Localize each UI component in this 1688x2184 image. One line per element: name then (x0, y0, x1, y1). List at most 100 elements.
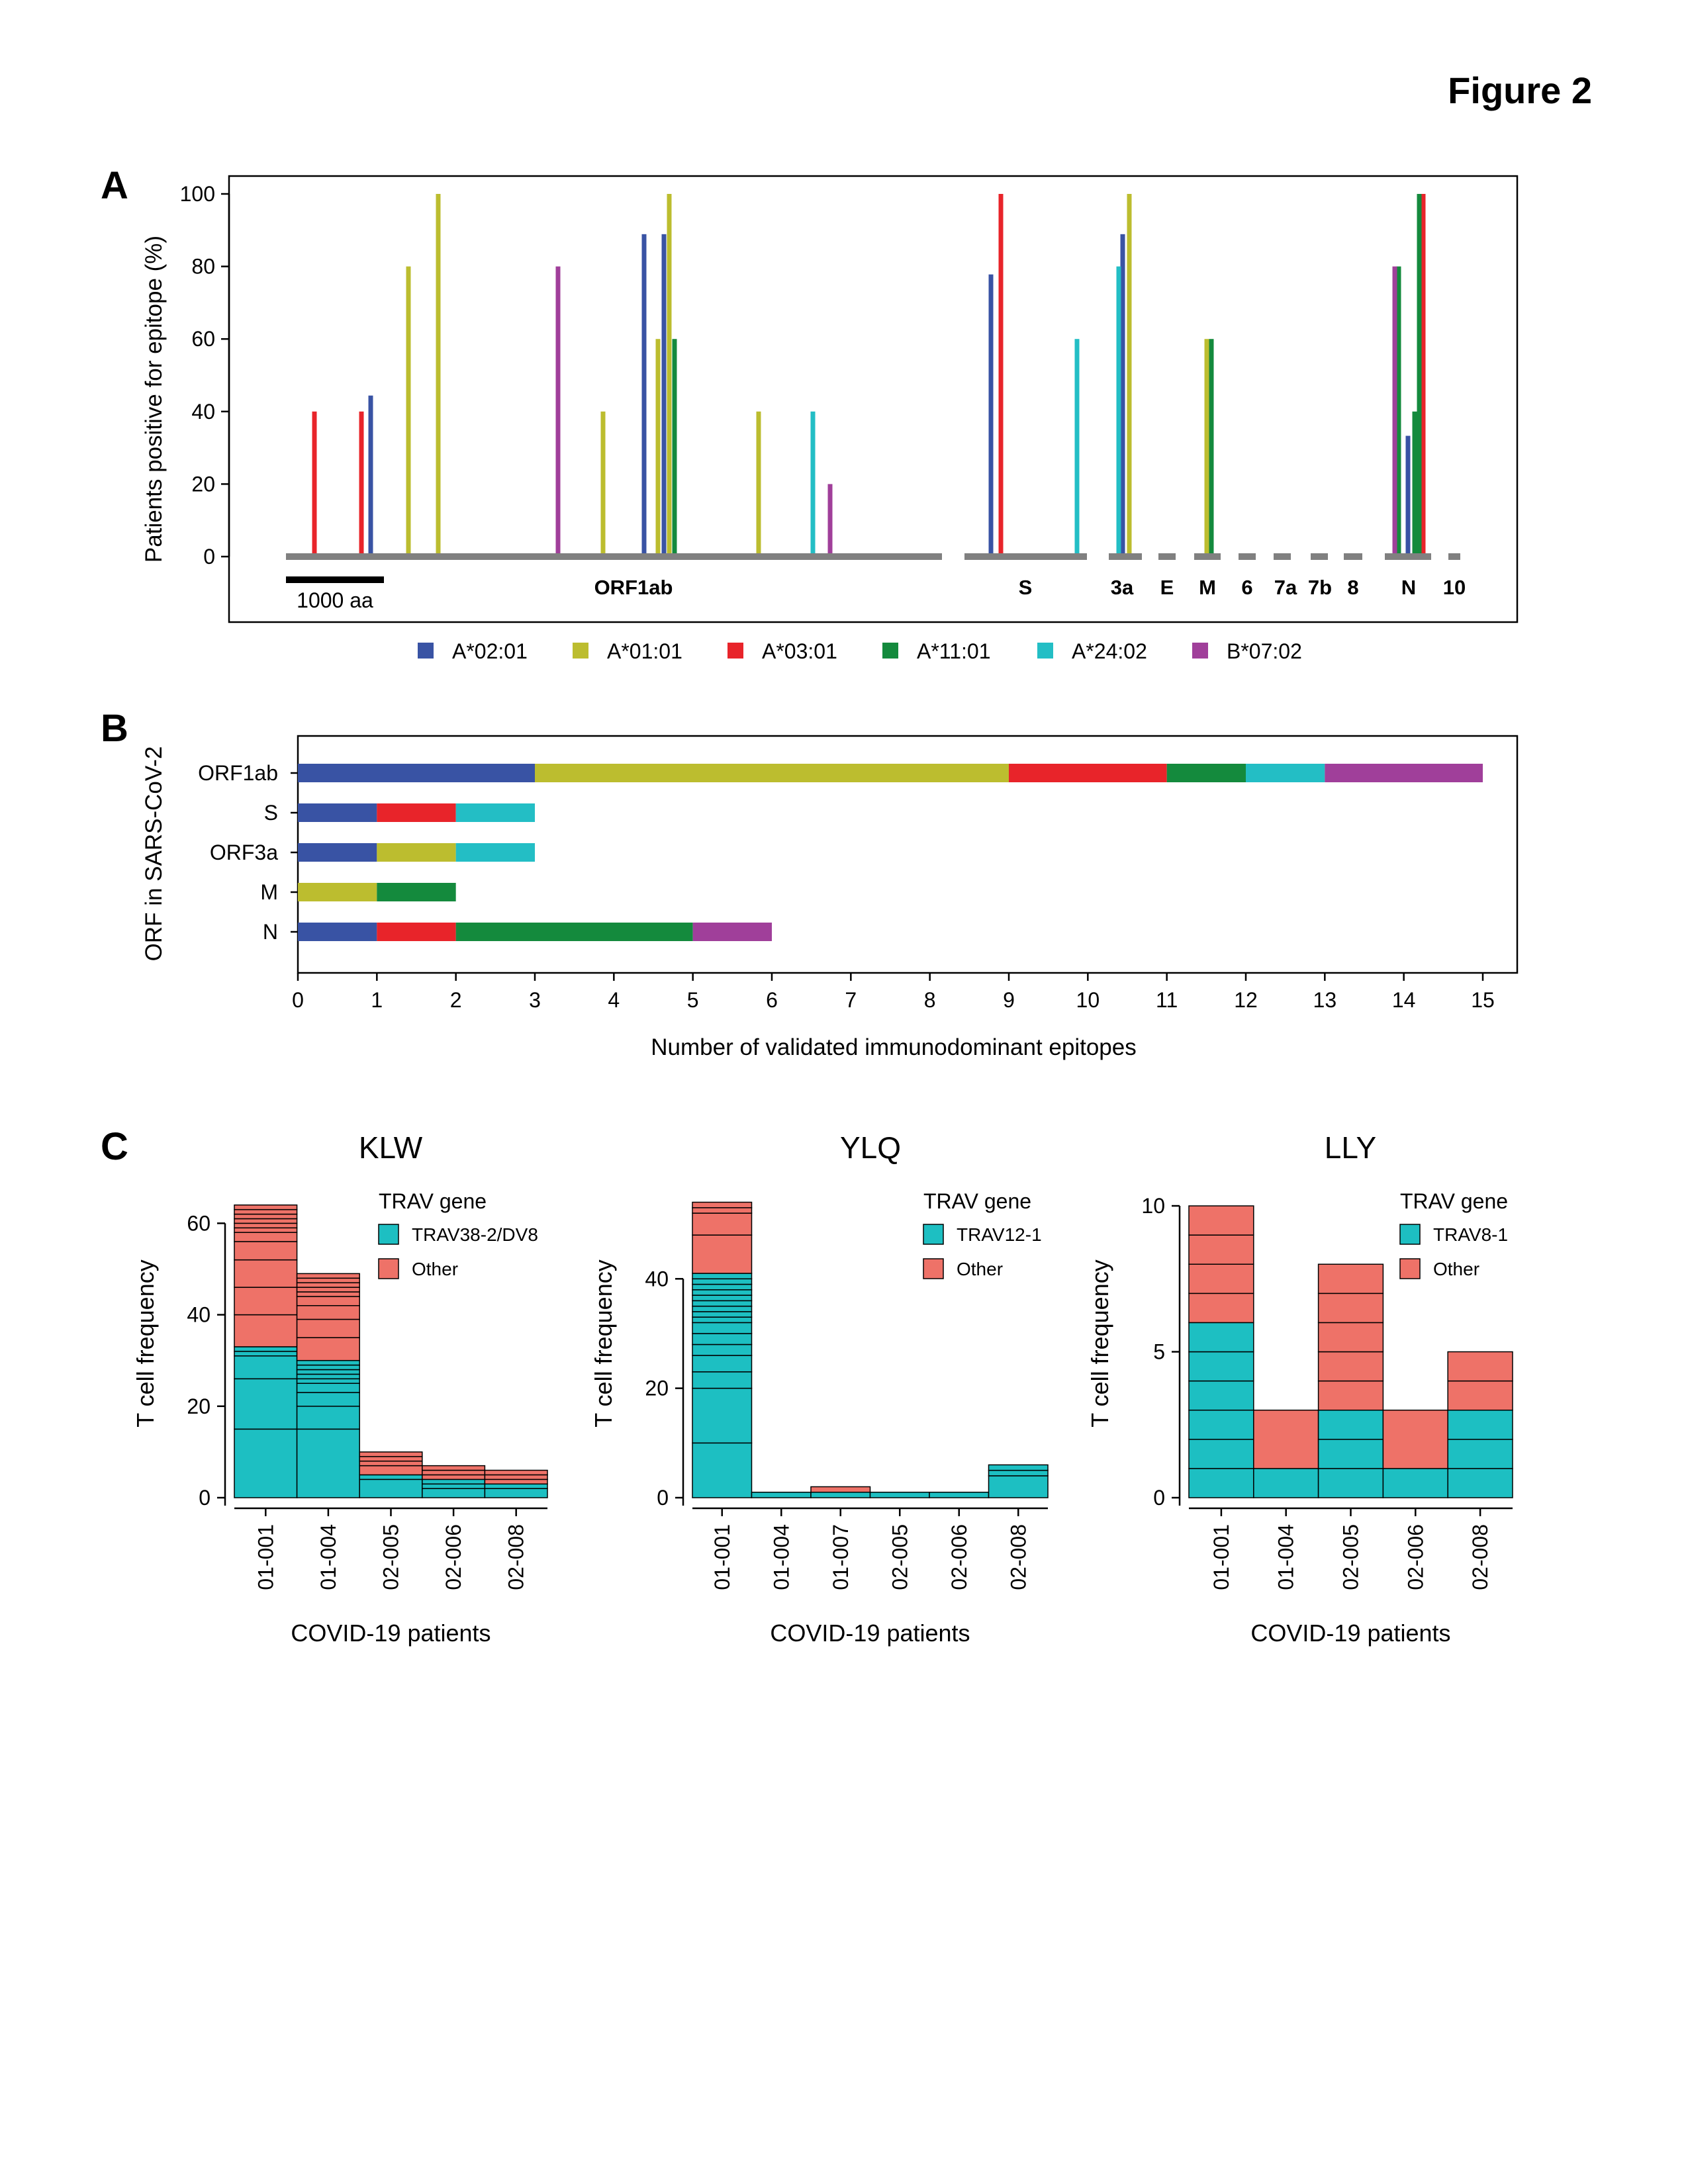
epitope-bar-a-02-01-n-5 (1405, 435, 1411, 553)
legend-label-a-11-01: A*11:01 (917, 639, 991, 663)
tcell-xlabel-lly: COVID-19 patients (1250, 1619, 1450, 1647)
epitope-bar-a-01-01-orf1ab-2 (600, 411, 606, 553)
tcell-clone-klw-01-001-other-1 (234, 1287, 298, 1316)
panel-b-bar-n-a-03-01 (377, 923, 456, 941)
panel-a-ytick-label-0: 0 (203, 545, 215, 569)
tcell-clone-ylq-01-001-trav12-1-4 (692, 1343, 753, 1356)
gene-track-segment-10 (1448, 553, 1460, 560)
panel-b-xtick-label-4: 4 (608, 988, 620, 1012)
tcell-legend-label-other-ylq: Other (957, 1259, 1003, 1279)
tcell-clone-lly-01-004-other-0 (1253, 1409, 1319, 1469)
tcell-clone-lly-01-001-trav8-1-1 (1188, 1439, 1254, 1469)
panel-a-bars (312, 194, 1426, 553)
panel-b-bar-m-a-01-01 (298, 883, 377, 901)
panel-b-xtick-label-15: 15 (1471, 988, 1495, 1012)
tcell-clone-lly-02-008-trav8-1-0 (1447, 1468, 1513, 1498)
panel-b-ylabel-m: M (260, 880, 278, 904)
tcell-clone-klw-01-004-other-0 (296, 1337, 360, 1361)
tcell-ylabel-lly: T cell frequency (1086, 1259, 1113, 1427)
panel-b-bar-orf1ab-b-07-02 (1325, 764, 1483, 782)
panel-b-xlabel: Number of validated immunodominant epito… (651, 1034, 1136, 1060)
panel-b-xtick-label-7: 7 (845, 988, 857, 1012)
gene-track-segment-8 (1344, 553, 1362, 560)
tcell-ytick-label-klw-20: 20 (187, 1394, 211, 1418)
tcell-clone-klw-01-001-other-5 (234, 1227, 298, 1233)
epitope-bar-a-11-01-orf1ab-0 (672, 339, 677, 553)
tcell-clone-ylq-01-001-trav12-1-13 (692, 1283, 753, 1291)
tcell-clone-ylq-01-001-trav12-1-8 (692, 1311, 753, 1318)
panel-b-bar-orf1ab-a-01-01 (535, 764, 1009, 782)
tcell-xtick-label-ylq-01-004: 01-004 (769, 1524, 793, 1590)
orf-label-7b: 7b (1308, 576, 1332, 599)
tcell-clone-ylq-01-001-trav12-1-7 (692, 1316, 753, 1324)
panel-b-bar-s-a-02-01 (298, 803, 377, 822)
tcell-clone-klw-02-008-trav38-2-dv8-0 (484, 1488, 548, 1498)
tcell-clone-klw-01-001-other-0 (234, 1314, 298, 1347)
tcell-xtick-label-klw-02-006: 02-006 (442, 1524, 465, 1590)
tcell-ytick-label-klw-40: 40 (187, 1303, 211, 1327)
tcell-xtick-label-lly-02-005: 02-005 (1339, 1524, 1363, 1590)
orf-label-6: 6 (1241, 576, 1252, 599)
panel-b-xtick-label-6: 6 (766, 988, 778, 1012)
scale-bar (286, 576, 384, 583)
tcell-xtick-label-lly-02-008: 02-008 (1468, 1524, 1492, 1590)
tcell-clone-lly-01-001-other-1 (1188, 1263, 1254, 1295)
tcell-clone-klw-01-004-other-4 (296, 1291, 360, 1297)
panel-a-y-axis: 0 20 40 60 80 100 (180, 182, 230, 569)
tcell-legend-label-trav-ylq: TRAV12-1 (957, 1224, 1042, 1245)
gene-track-segment-2 (1109, 553, 1142, 560)
tcell-chart-title-lly: LLY (1325, 1130, 1376, 1165)
tcell-clone-klw-02-008-other-2 (484, 1469, 548, 1476)
tcell-xtick-label-ylq-02-008: 02-008 (1006, 1524, 1030, 1590)
epitope-bar-b-07-02-n-2 (1392, 266, 1397, 553)
tcell-xlabel-klw: COVID-19 patients (291, 1619, 491, 1647)
panel-b-xtick-label-8: 8 (924, 988, 936, 1012)
tcell-xtick-label-ylq-01-007: 01-007 (829, 1524, 853, 1590)
panel-b-ylabel-s: S (264, 801, 278, 825)
tcell-clone-ylq-01-001-trav12-1-1 (692, 1387, 753, 1444)
panel-b-bar-orf3a-a-01-01 (377, 843, 456, 862)
legend-swatch-a-11-01 (882, 643, 898, 659)
orf-label-n: N (1401, 576, 1416, 599)
tcell-legend-swatch-trav-ylq (923, 1224, 944, 1245)
tcell-clone-klw-02-006-other-0 (422, 1474, 486, 1480)
tcell-clone-ylq-01-001-trav12-1-10 (692, 1300, 753, 1307)
tcell-clone-klw-01-004-trav38-2-dv8-0 (296, 1428, 360, 1498)
tcell-clone-ylq-01-001-trav12-1-14 (692, 1278, 753, 1285)
gene-track-segment-1 (964, 553, 1087, 560)
gene-track-segment-7 (1311, 553, 1328, 560)
tcell-legend-title-lly: TRAV gene (1400, 1189, 1508, 1213)
tcell-clone-lly-01-001-other-3 (1188, 1205, 1254, 1236)
panel-b-bar-s-a-03-01 (377, 803, 456, 822)
panel-b-bar-s-a-24-02 (455, 803, 535, 822)
tcell-clone-klw-02-005-other-0 (359, 1465, 423, 1476)
tcell-clone-klw-01-004-trav38-2-dv8-1 (296, 1406, 360, 1430)
panel-b-bar-orf1ab-a-03-01 (1009, 764, 1167, 782)
tcell-chart-title-klw: KLW (359, 1130, 423, 1165)
tcell-clone-ylq-02-008-trav12-1-2 (988, 1464, 1049, 1471)
epitope-bar-a-02-01-3a-4 (1120, 234, 1125, 553)
tcell-ytick-label-ylq-0: 0 (657, 1486, 669, 1510)
orf-label-orf1ab: ORF1ab (594, 576, 673, 599)
legend-label-a-03-01: A*03:01 (762, 639, 837, 663)
epitope-bar-a-02-01-orf1ab-2 (661, 234, 667, 553)
tcell-clone-ylq-01-001-trav12-1-0 (692, 1442, 753, 1498)
gene-track-segment-6 (1274, 553, 1291, 560)
tcell-clone-lly-01-001-trav8-1-0 (1188, 1468, 1254, 1498)
panel-a-ytick-label-20: 20 (191, 472, 215, 496)
epitope-bar-a-03-01-orf1ab-1 (359, 411, 364, 553)
tcell-clone-klw-01-004-trav38-2-dv8-7 (296, 1364, 360, 1371)
tcell-ytick-label-ylq-20: 20 (645, 1377, 669, 1400)
legend-label-b-07-02: B*07:02 (1227, 639, 1302, 663)
tcell-clone-lly-02-008-trav8-1-1 (1447, 1439, 1513, 1469)
tcell-clone-klw-01-004-other-3 (296, 1296, 360, 1306)
tcell-clone-klw-02-005-trav38-2-dv8-0 (359, 1479, 423, 1498)
epitope-bar-a-02-01-s-3 (988, 274, 994, 553)
panel-c-label: C (101, 1125, 128, 1168)
tcell-clone-klw-01-004-other-1 (296, 1318, 360, 1338)
tcell-clone-ylq-01-007-other-0 (810, 1486, 871, 1493)
tcell-clone-klw-02-006-trav38-2-dv8-2 (422, 1479, 486, 1485)
panel-b-bar-orf1ab-a-24-02 (1246, 764, 1325, 782)
legend-swatch-a-24-02 (1037, 643, 1053, 659)
